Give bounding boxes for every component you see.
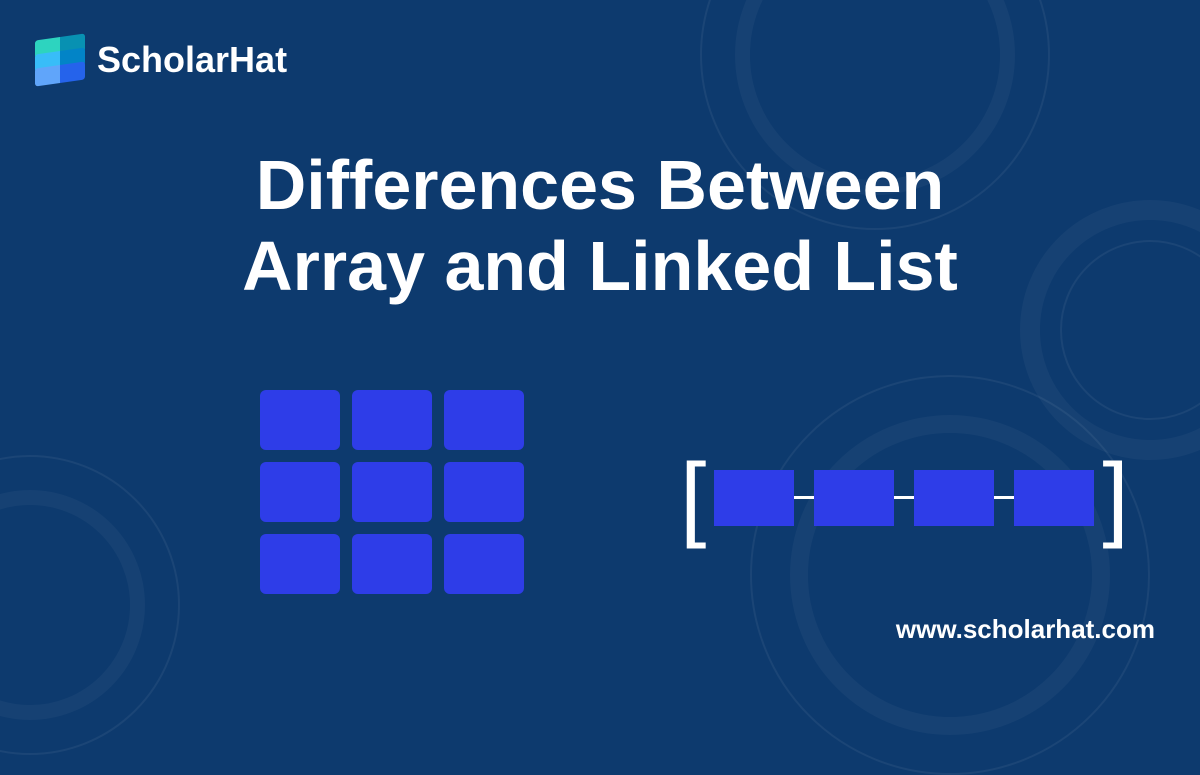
url-text: www.scholarhat.com: [896, 614, 1155, 645]
logo-icon: [35, 35, 85, 85]
array-cell: [444, 534, 524, 594]
logo: ScholarHat: [35, 35, 287, 85]
title-line-2: Array and Linked List: [0, 226, 1200, 307]
node-connector: [994, 496, 1014, 499]
node-connector: [894, 496, 914, 499]
linked-node: [1014, 470, 1094, 526]
array-cell: [260, 462, 340, 522]
logo-text: ScholarHat: [97, 39, 287, 81]
array-cell: [352, 390, 432, 450]
linked-node: [814, 470, 894, 526]
array-cell: [444, 462, 524, 522]
node-connector: [794, 496, 814, 499]
array-cell: [260, 390, 340, 450]
right-bracket: ]: [1102, 450, 1128, 545]
array-cell: [352, 462, 432, 522]
linked-node: [914, 470, 994, 526]
array-cell: [352, 534, 432, 594]
linked-nodes: [706, 470, 1102, 526]
page-title: Differences Between Array and Linked Lis…: [0, 145, 1200, 306]
linked-list-diagram: [ ]: [680, 450, 1129, 545]
array-diagram: [260, 390, 524, 594]
left-bracket: [: [680, 450, 706, 545]
title-line-1: Differences Between: [0, 145, 1200, 226]
linked-node: [714, 470, 794, 526]
array-cell: [260, 534, 340, 594]
array-cell: [444, 390, 524, 450]
